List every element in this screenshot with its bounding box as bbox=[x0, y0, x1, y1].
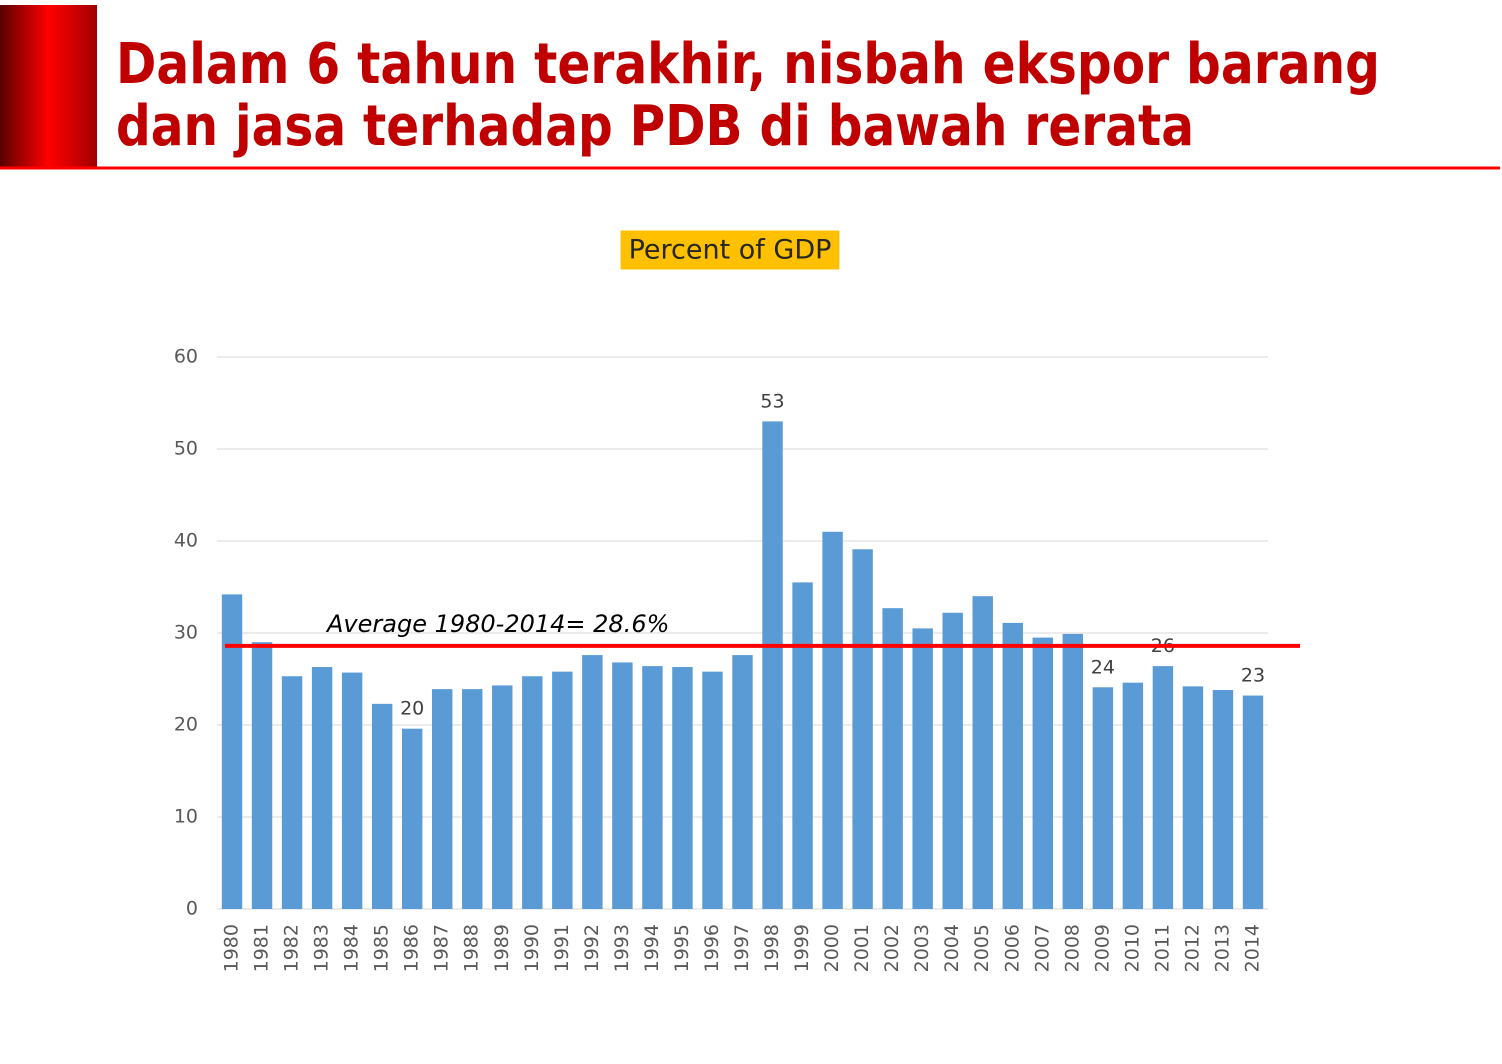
x-tick-label: 1985 bbox=[371, 924, 393, 972]
bar bbox=[732, 655, 753, 909]
x-tick-label: 2002 bbox=[881, 924, 903, 972]
x-tick-label: 1981 bbox=[251, 924, 273, 972]
bar bbox=[341, 672, 363, 909]
y-tick-label: 40 bbox=[174, 530, 198, 552]
bar bbox=[281, 676, 303, 909]
bar bbox=[462, 689, 483, 909]
x-tick-label: 1984 bbox=[341, 924, 363, 972]
bar bbox=[552, 671, 573, 909]
x-tick-label: 2006 bbox=[1001, 924, 1023, 972]
x-tick-label: 1982 bbox=[281, 924, 303, 972]
x-tick-label: 1993 bbox=[611, 924, 633, 972]
y-tick-label: 50 bbox=[174, 438, 198, 460]
x-tick-label: 1990 bbox=[521, 924, 543, 972]
average-label: Average 1980-2014= 28.6% bbox=[325, 610, 669, 638]
bar bbox=[972, 596, 993, 909]
y-tick-label: 10 bbox=[174, 806, 198, 828]
bar bbox=[792, 582, 813, 909]
bar bbox=[371, 703, 393, 909]
x-tick-label: 2012 bbox=[1181, 924, 1203, 972]
bar bbox=[1182, 686, 1204, 909]
y-tick-label: 30 bbox=[174, 622, 198, 644]
title-line: dan jasa terhadap PDB di bawah rerata bbox=[116, 94, 1194, 159]
x-tick-label: 1997 bbox=[731, 924, 753, 972]
x-tick-label: 1998 bbox=[761, 924, 783, 972]
x-tick-label: 2014 bbox=[1241, 924, 1263, 972]
bar bbox=[522, 676, 543, 909]
y-tick-label: 60 bbox=[174, 346, 198, 368]
bar bbox=[311, 667, 333, 909]
x-tick-label: 1989 bbox=[491, 924, 513, 972]
x-tick-label: 1994 bbox=[641, 924, 663, 972]
bar bbox=[1062, 633, 1084, 909]
bar bbox=[882, 608, 903, 909]
x-tick-label: 1983 bbox=[311, 924, 333, 972]
x-tick-label: 2004 bbox=[941, 924, 963, 972]
chart-title-bg bbox=[620, 230, 840, 270]
x-tick-label: 2009 bbox=[1091, 924, 1113, 972]
title-line: Dalam 6 tahun terakhir, nisbah ekspor ba… bbox=[116, 32, 1380, 97]
x-tick-label: 1992 bbox=[581, 924, 603, 972]
bar bbox=[1002, 622, 1023, 909]
bar bbox=[912, 628, 933, 909]
bar bbox=[642, 666, 663, 909]
bar bbox=[672, 667, 693, 909]
bar bbox=[1122, 682, 1144, 909]
data-label: 23 bbox=[1241, 665, 1265, 687]
bar bbox=[251, 642, 273, 909]
x-tick-label: 1991 bbox=[551, 924, 573, 972]
bar bbox=[492, 685, 513, 909]
bar bbox=[1032, 637, 1053, 909]
x-tick-label: 2010 bbox=[1121, 924, 1143, 972]
x-tick-label: 2011 bbox=[1151, 924, 1173, 972]
x-tick-label: 2008 bbox=[1061, 924, 1083, 972]
x-tick-label: 1980 bbox=[221, 924, 243, 972]
bar bbox=[582, 655, 603, 909]
bar bbox=[1212, 690, 1234, 909]
chart-title: Percent of GDP bbox=[629, 235, 832, 266]
x-tick-label: 1996 bbox=[701, 924, 723, 972]
accent-block bbox=[0, 5, 97, 167]
data-label: 20 bbox=[400, 698, 424, 720]
bar bbox=[942, 612, 963, 909]
x-tick-label: 1995 bbox=[671, 924, 693, 972]
x-tick-label: 1988 bbox=[461, 924, 483, 972]
bar bbox=[1152, 666, 1174, 909]
y-tick-label: 20 bbox=[174, 714, 198, 736]
bar bbox=[432, 689, 453, 909]
x-tick-label: 1999 bbox=[791, 924, 813, 972]
x-tick-label: 2000 bbox=[821, 924, 843, 972]
x-tick-label: 2005 bbox=[971, 924, 993, 972]
x-tick-label: 2013 bbox=[1211, 924, 1233, 972]
x-tick-label: 1986 bbox=[401, 924, 423, 972]
bar bbox=[1092, 687, 1114, 909]
bar bbox=[221, 594, 243, 909]
bar bbox=[702, 671, 723, 909]
bar bbox=[762, 421, 783, 909]
y-tick-label: 0 bbox=[186, 898, 198, 920]
x-tick-label: 2007 bbox=[1031, 924, 1053, 972]
x-tick-label: 2001 bbox=[851, 924, 873, 972]
bar bbox=[822, 531, 843, 909]
x-tick-label: 1987 bbox=[431, 924, 453, 972]
data-label: 24 bbox=[1091, 656, 1115, 678]
data-label: 53 bbox=[760, 390, 784, 412]
bar bbox=[852, 549, 873, 909]
bar bbox=[1242, 695, 1264, 909]
x-tick-label: 2003 bbox=[911, 924, 933, 972]
bar bbox=[401, 728, 423, 909]
bar bbox=[612, 662, 633, 909]
